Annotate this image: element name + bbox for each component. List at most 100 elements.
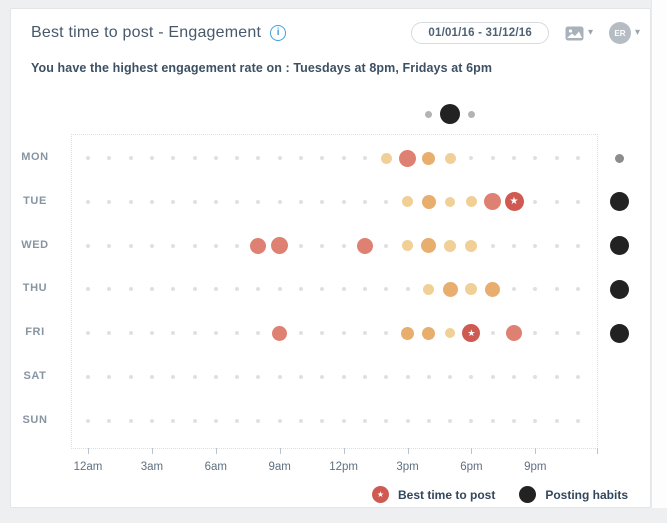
x-axis-tick [279,448,281,454]
engagement-dot [506,325,522,342]
x-axis-label: 9am [268,461,291,473]
base-dot [362,331,367,336]
base-dot [107,199,112,204]
base-dot [575,156,580,160]
legend-posting-habits: Posting habits [519,486,628,503]
base-dot [533,243,538,248]
base-dot [320,375,325,379]
base-dot [533,331,538,336]
base-dot [277,375,282,379]
base-dot [235,375,240,379]
base-dot [533,418,538,423]
base-dot [299,199,303,204]
best-time-summary: You have the highest engagement rate on … [31,61,493,75]
base-dot [533,156,538,160]
base-dot [575,243,580,248]
base-dot [107,243,112,248]
base-dot [512,243,516,248]
base-dot [235,287,240,292]
base-dot [299,418,303,423]
base-dot [490,156,495,160]
base-dot [86,375,90,379]
base-dot [490,418,495,423]
base-dot [128,375,133,379]
posting-habit-hour-dot [440,104,461,124]
day-label: WED [21,238,49,251]
base-dot [235,199,240,204]
base-dot [341,199,346,204]
base-dot [171,287,176,292]
engagement-dot [401,326,414,340]
base-dot [213,199,218,204]
base-dot [469,375,474,379]
engagement-dot [465,196,477,208]
chart-plot-border [71,134,598,449]
base-dot [362,156,367,160]
base-dot [86,418,90,423]
engagement-dot [402,240,413,252]
base-dot [213,156,218,160]
posting-habit-hour-dot [467,110,475,118]
day-label: FRI [25,326,45,339]
day-label: SUN [22,413,48,426]
posting-habit-day-dot [609,279,629,299]
posting-habit-day-dot [609,323,629,343]
base-dot [86,156,90,160]
base-dot [341,418,346,423]
base-dot [192,418,197,423]
scrollbar-gutter[interactable] [651,0,667,508]
best-time-card: MON TUE ★ WED THU FRI ★ SAT SUN 12am 3am 6am 9am 12pm… [10,8,651,508]
base-dot [128,418,133,423]
account-selector[interactable]: ER ▾ [608,22,640,44]
base-dot [149,243,154,248]
base-dot [192,199,197,204]
base-dot [277,418,282,423]
engagement-dot [465,283,478,296]
chart-view-selector[interactable]: ▾ [565,26,593,41]
base-dot [469,156,474,160]
engagement-dot [271,237,289,255]
engagement-dot [380,152,392,164]
x-axis-label: 3pm [396,461,419,473]
base-dot [320,199,325,204]
base-dot [256,331,261,336]
base-dot [277,156,282,160]
engagement-dot [484,193,502,211]
base-dot [448,418,453,423]
engagement-dot [442,281,458,297]
base-dot [213,331,218,336]
engagement-dot [272,325,288,341]
base-dot [149,156,154,160]
base-dot [512,418,516,423]
base-dot [384,418,389,423]
base-dot [128,199,133,204]
date-range-button[interactable]: 01/01/16 - 31/12/16 [411,22,549,44]
base-dot [384,287,389,292]
info-icon[interactable]: i [270,25,287,41]
base-dot [235,156,240,160]
base-dot [86,287,90,292]
base-dot [490,375,495,379]
base-dot [533,287,538,292]
base-dot [341,156,346,160]
base-dot [554,375,559,379]
base-dot [86,331,90,336]
posting-habits-dot-icon [519,486,537,503]
card-header: Best time to post - Engagement i 01/01/1… [31,22,640,44]
base-dot [235,418,240,423]
base-dot [128,331,133,336]
base-dot [405,375,410,379]
base-dot [128,287,133,292]
base-dot [213,418,218,423]
base-dot [512,375,516,379]
engagement-dot [445,196,456,207]
page-title: Best time to post - Engagement [31,24,262,41]
base-dot [512,156,516,160]
best-time-dot: ★ [462,324,481,343]
base-dot [533,375,538,379]
base-dot [320,156,325,160]
base-dot [405,418,410,423]
base-dot [341,243,346,248]
base-dot [192,243,197,248]
